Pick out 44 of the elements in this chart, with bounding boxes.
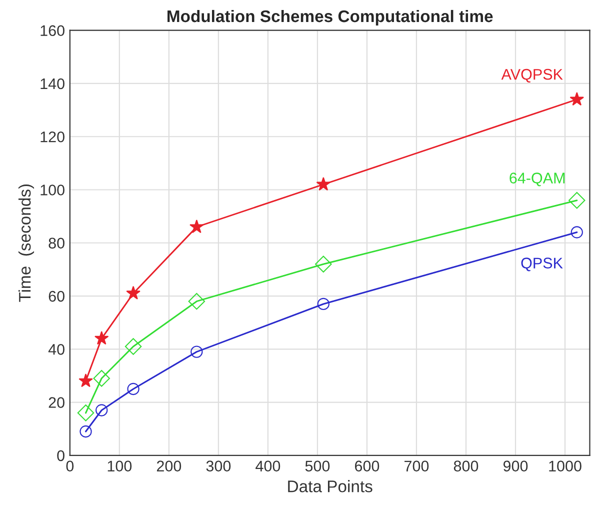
series-label: QPSK bbox=[521, 258, 563, 272]
y-tick-label: 160 bbox=[40, 25, 64, 36]
point bbox=[190, 346, 203, 358]
point bbox=[124, 338, 142, 355]
y-axis-title: Time (seconds) bbox=[18, 184, 34, 302]
point bbox=[570, 92, 584, 106]
point bbox=[188, 292, 206, 310]
series-label: 64-QAM bbox=[510, 172, 565, 186]
x-tick-label: 700 bbox=[404, 460, 429, 472]
point bbox=[78, 374, 93, 388]
point bbox=[317, 298, 330, 310]
point bbox=[96, 404, 108, 416]
point bbox=[190, 219, 204, 234]
point bbox=[77, 404, 94, 422]
point bbox=[570, 226, 583, 238]
point bbox=[94, 331, 109, 345]
point bbox=[93, 370, 110, 387]
x-tick-label: 0 bbox=[66, 460, 74, 472]
point bbox=[568, 192, 586, 209]
x-tick-label: 100 bbox=[108, 460, 132, 472]
y-tick-label: 60 bbox=[48, 290, 64, 302]
y-tick-label: 0 bbox=[57, 450, 64, 462]
y-tick-label: 40 bbox=[48, 344, 64, 355]
x-tick-label: 200 bbox=[156, 460, 182, 472]
y-tick-label: 100 bbox=[40, 184, 64, 196]
x-tick-label: 900 bbox=[503, 460, 528, 472]
y-tick-label: 20 bbox=[48, 397, 64, 408]
y-tick-label: 120 bbox=[40, 131, 64, 142]
y-tick-label: 140 bbox=[40, 78, 64, 90]
series-label: AVQPSK bbox=[501, 68, 563, 82]
y-tick-label: 80 bbox=[48, 238, 64, 249]
point bbox=[315, 256, 332, 273]
point bbox=[80, 425, 92, 438]
x-tick-label: 600 bbox=[355, 460, 380, 472]
point bbox=[126, 286, 140, 300]
chart-title: Modulation Schemes Computational time bbox=[168, 10, 493, 26]
x-tick-label: 1000 bbox=[549, 460, 582, 472]
x-axis-title: Data Points bbox=[288, 480, 372, 492]
point bbox=[127, 382, 140, 396]
point bbox=[316, 176, 331, 191]
x-tick-label: 400 bbox=[256, 460, 280, 472]
x-tick-label: 300 bbox=[206, 460, 231, 472]
x-tick-label: 500 bbox=[305, 460, 330, 472]
x-tick-label: 800 bbox=[454, 460, 478, 472]
